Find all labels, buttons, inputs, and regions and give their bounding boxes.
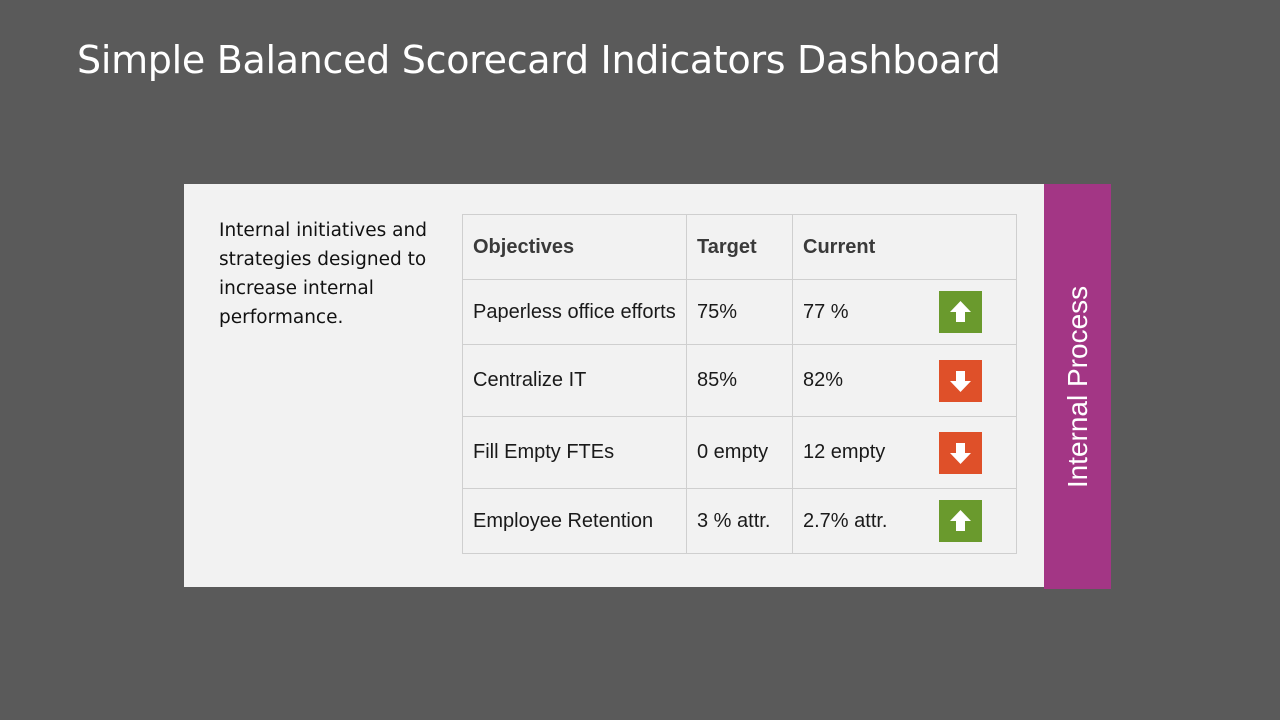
header-objectives: Objectives [462, 214, 687, 280]
current-value: 82% [803, 369, 844, 391]
table-row: Centralize IT 85% 82% [462, 344, 1017, 417]
table-row: Fill Empty FTEs 0 empty 12 empty [462, 416, 1017, 489]
arrow-up-icon [939, 291, 982, 333]
current-cell: 82% [792, 344, 1017, 417]
objective-cell: Paperless office efforts [462, 279, 687, 345]
perspective-description: Internal initiatives and strategies desi… [219, 220, 427, 328]
header-current: Current [792, 214, 1017, 280]
objective-cell: Fill Empty FTEs [462, 416, 687, 489]
current-cell: 12 empty [792, 416, 1017, 489]
current-value: 12 empty [803, 441, 886, 463]
table-header-row: Objectives Target Current [462, 214, 1017, 280]
table-row: Paperless office efforts 75% 77 % [462, 279, 1017, 345]
target-cell: 75% [686, 279, 793, 345]
target-cell: 85% [686, 344, 793, 417]
table-row: Employee Retention 3 % attr. 2.7% attr. [462, 488, 1017, 554]
current-value: 2.7% attr. [803, 509, 888, 532]
current-cell: 77 % [792, 279, 1017, 345]
target-cell: 3 % attr. [686, 488, 793, 554]
page-title: Simple Balanced Scorecard Indicators Das… [77, 38, 1001, 82]
objective-cell: Centralize IT [462, 344, 687, 417]
scorecard-panel: Internal initiatives and strategies desi… [184, 184, 1044, 587]
objective-cell: Employee Retention [462, 488, 687, 554]
target-cell: 0 empty [686, 416, 793, 489]
current-value: 77 % [803, 300, 849, 323]
scorecard-table: Objectives Target Current Paperless offi… [462, 214, 1017, 554]
perspective-tab: Internal Process [1044, 184, 1111, 589]
perspective-label: Internal Process [1061, 285, 1093, 488]
arrow-down-icon [939, 359, 982, 402]
current-cell: 2.7% attr. [792, 488, 1017, 554]
arrow-down-icon [939, 431, 982, 474]
arrow-up-icon [939, 500, 982, 542]
header-target: Target [686, 214, 793, 280]
